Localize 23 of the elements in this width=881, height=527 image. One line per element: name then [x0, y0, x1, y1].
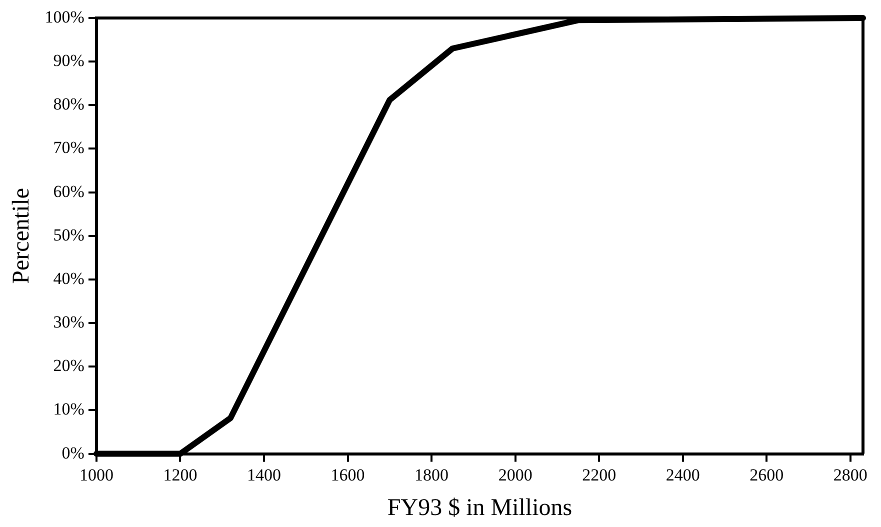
- y-tick-label: 20%: [53, 356, 84, 376]
- x-tick-label: 1400: [247, 465, 282, 484]
- y-tick-label: 70%: [53, 138, 84, 158]
- x-tick-label: 2800: [833, 465, 868, 484]
- y-tick-label: 10%: [53, 400, 84, 419]
- x-tick-label: 2400: [666, 465, 700, 484]
- y-tick-label: 0%: [62, 443, 84, 462]
- y-tick-label: 80%: [53, 94, 84, 114]
- y-axis-title: Percentile: [8, 188, 35, 284]
- x-tick-label: 2600: [750, 465, 784, 484]
- x-tick-label: 1000: [79, 465, 114, 484]
- x-tick-label: 1600: [330, 465, 365, 484]
- y-tick-label: 60%: [53, 182, 84, 201]
- y-tick-label: 30%: [53, 312, 84, 332]
- y-tick-label: 90%: [53, 51, 84, 70]
- y-tick-label: 50%: [53, 225, 84, 244]
- y-tick-label: 100%: [44, 7, 84, 26]
- x-tick-label: 2200: [582, 465, 616, 484]
- x-tick-label: 1800: [414, 465, 449, 484]
- y-tick-label: 40%: [53, 268, 84, 288]
- x-tick-label: 1200: [163, 465, 198, 484]
- x-tick-label: 2000: [498, 465, 532, 484]
- x-axis-title: FY93 $ in Millions: [387, 494, 572, 521]
